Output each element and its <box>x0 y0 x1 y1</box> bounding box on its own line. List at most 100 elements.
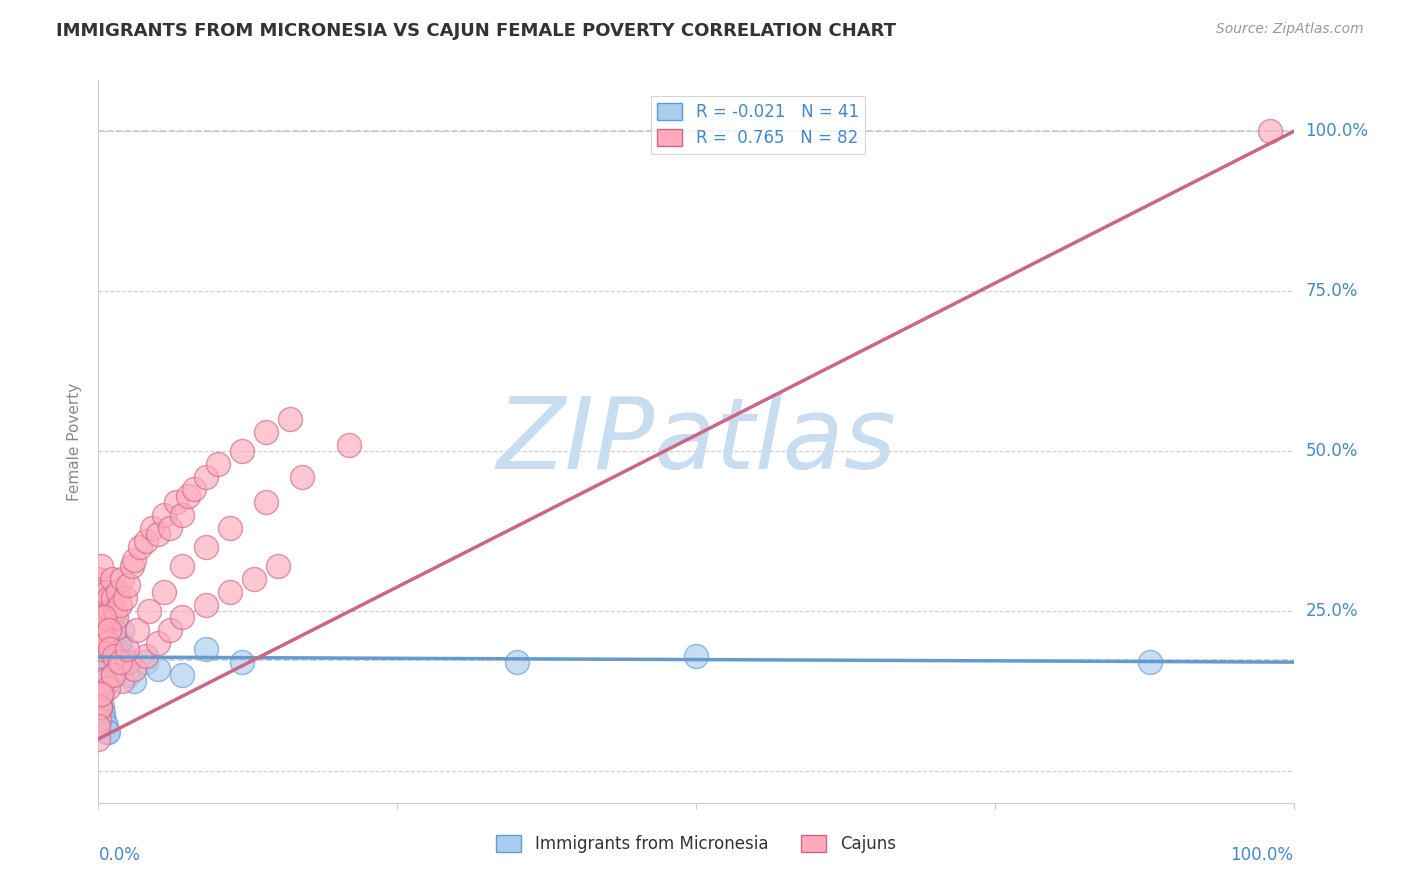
Point <box>219 584 242 599</box>
Point <box>93 598 115 612</box>
Point <box>96 725 118 739</box>
Point <box>278 412 301 426</box>
Point <box>138 604 160 618</box>
Point <box>96 636 118 650</box>
Point <box>339 438 361 452</box>
Point <box>117 668 139 682</box>
Point <box>94 719 117 733</box>
Point <box>103 642 125 657</box>
Point <box>1258 124 1281 138</box>
Point <box>291 469 314 483</box>
Point <box>93 674 115 689</box>
Point <box>87 648 110 663</box>
Point <box>100 572 122 586</box>
Text: 25.0%: 25.0% <box>1306 602 1358 620</box>
Point <box>108 636 131 650</box>
Point <box>98 591 121 606</box>
Text: 50.0%: 50.0% <box>1306 442 1358 460</box>
Point <box>172 508 194 522</box>
Point <box>124 553 146 567</box>
Point <box>135 533 157 548</box>
Point <box>172 559 194 574</box>
Point <box>117 578 139 592</box>
Point <box>91 642 114 657</box>
Point <box>97 681 120 695</box>
Point <box>153 508 176 522</box>
Point <box>103 623 125 637</box>
Point <box>231 444 253 458</box>
Point <box>90 687 112 701</box>
Point <box>93 713 115 727</box>
Point <box>195 469 218 483</box>
Point <box>98 636 122 650</box>
Point <box>87 648 110 663</box>
Point <box>267 559 290 574</box>
Point <box>231 655 253 669</box>
Legend: Immigrants from Micronesia, Cajuns: Immigrants from Micronesia, Cajuns <box>489 828 903 860</box>
Point <box>254 495 277 509</box>
Point <box>89 661 111 675</box>
Point <box>124 674 146 689</box>
Text: 0.0%: 0.0% <box>98 847 141 864</box>
Point <box>114 648 136 663</box>
Point <box>107 648 129 663</box>
Text: ZIPatlas: ZIPatlas <box>496 393 896 490</box>
Point <box>195 598 218 612</box>
Point <box>165 495 187 509</box>
Point <box>243 572 266 586</box>
Point <box>125 623 148 637</box>
Point <box>89 699 111 714</box>
Point <box>101 648 124 663</box>
Point <box>135 648 157 663</box>
Point <box>111 674 134 689</box>
Point <box>93 648 115 663</box>
Point <box>91 699 114 714</box>
Point <box>105 636 128 650</box>
Point <box>101 591 124 606</box>
Point <box>89 636 111 650</box>
Text: 75.0%: 75.0% <box>1306 282 1358 301</box>
Point <box>506 655 529 669</box>
Point <box>98 604 122 618</box>
Point <box>121 559 143 574</box>
Point <box>148 661 170 675</box>
Point <box>219 521 242 535</box>
Point <box>89 699 111 714</box>
Point <box>141 521 163 535</box>
Point <box>87 731 110 746</box>
Point <box>90 655 112 669</box>
Point <box>111 623 134 637</box>
Text: 100.0%: 100.0% <box>1230 847 1294 864</box>
Point <box>153 584 176 599</box>
Point <box>117 655 139 669</box>
Point <box>91 706 114 721</box>
Point <box>89 674 111 689</box>
Text: IMMIGRANTS FROM MICRONESIA VS CAJUN FEMALE POVERTY CORRELATION CHART: IMMIGRANTS FROM MICRONESIA VS CAJUN FEMA… <box>56 22 896 40</box>
Text: Source: ZipAtlas.com: Source: ZipAtlas.com <box>1216 22 1364 37</box>
Point <box>100 642 122 657</box>
Point <box>104 604 127 618</box>
Point <box>98 623 122 637</box>
Point <box>195 540 218 554</box>
Point <box>91 623 114 637</box>
Point <box>108 598 131 612</box>
Point <box>159 521 181 535</box>
Point <box>103 623 125 637</box>
Point <box>114 591 136 606</box>
Point <box>135 655 157 669</box>
Point <box>103 648 125 663</box>
Point <box>254 425 277 439</box>
Point <box>89 584 111 599</box>
Point <box>111 655 134 669</box>
Point <box>87 642 110 657</box>
Point <box>96 636 118 650</box>
Point <box>91 604 114 618</box>
Point <box>98 642 122 657</box>
Point <box>183 483 205 497</box>
Point <box>91 630 114 644</box>
Point <box>177 489 200 503</box>
Point <box>96 584 118 599</box>
Point <box>87 719 110 733</box>
Point <box>129 540 152 554</box>
Point <box>108 655 131 669</box>
